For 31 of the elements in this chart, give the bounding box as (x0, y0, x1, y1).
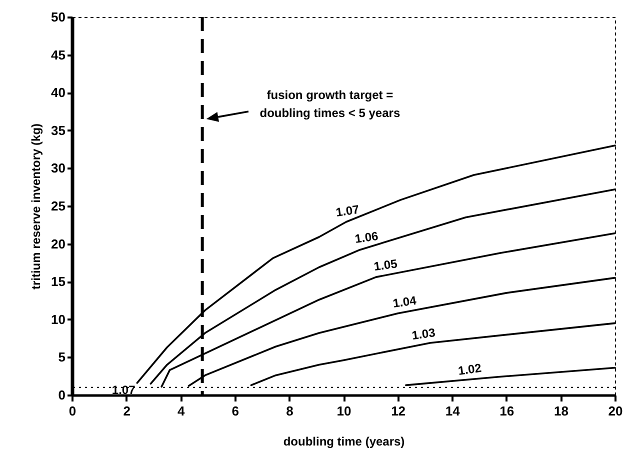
x-axis-title: doubling time (years) (283, 434, 405, 448)
x-tick-label: 2 (123, 404, 130, 418)
y-tick-label: 15 (51, 274, 66, 290)
y-tick-label: 30 (51, 160, 66, 176)
x-tick-label: 6 (232, 404, 240, 418)
y-tick-label: 10 (51, 312, 66, 327)
text: 1.04 (392, 293, 418, 310)
x-tick-label: 4 (177, 404, 186, 418)
annotation: fusion growth target = doubling times < 5 years (260, 88, 400, 120)
y-tick-label: 50 (51, 10, 66, 24)
x-tick-label: 14 (445, 404, 461, 418)
text: 1.03 (411, 325, 436, 343)
x-tick-label: 0 (68, 404, 76, 418)
text: 1.06 (354, 228, 380, 246)
y-tick-label: 40 (51, 85, 66, 100)
x-tick-label: 20 (608, 404, 623, 418)
y-tick-label: 25 (51, 198, 66, 214)
text: 1.05 (373, 256, 398, 274)
annotation: 1.07 (335, 202, 360, 220)
x-tick-label: 12 (391, 404, 406, 418)
y-tick-label: 45 (51, 47, 66, 62)
x-tick-label: 10 (336, 404, 352, 418)
y-tick-label: 20 (51, 236, 66, 252)
y-tick-label: 0 (58, 388, 66, 402)
y-axis-title: tritium reserve inventory (kg) (29, 123, 44, 290)
x-tick-label: 16 (500, 404, 514, 418)
y-tick-label: 5 (58, 350, 66, 365)
text: 1.02 (457, 360, 483, 378)
x-tick-label: 8 (286, 404, 294, 418)
y-tick-label: 35 (51, 122, 66, 138)
x-tick-label: 18 (554, 404, 568, 418)
